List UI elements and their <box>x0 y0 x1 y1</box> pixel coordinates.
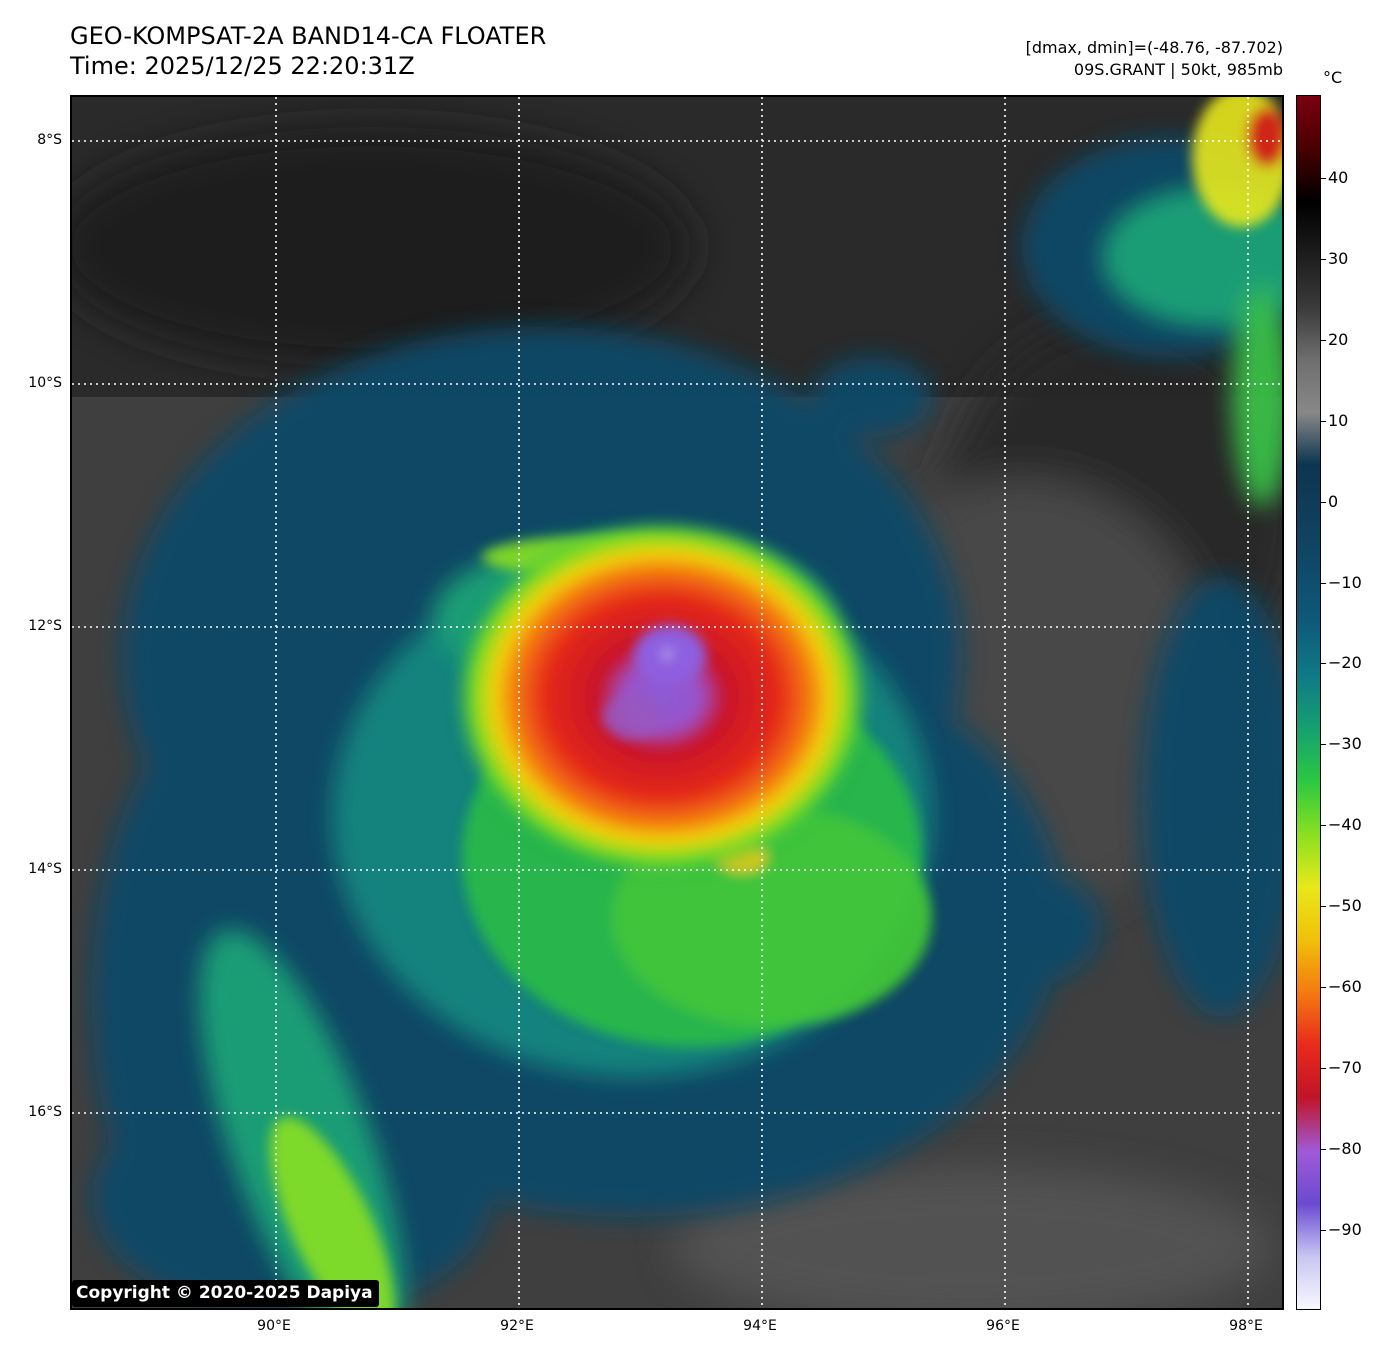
colorbar <box>1296 95 1321 1310</box>
lat-label-16s: 16°S <box>28 1104 62 1120</box>
colorbar-tick-label: 40 <box>1328 168 1349 187</box>
colorbar-tick <box>1321 663 1326 665</box>
lat-label-8s: 8°S <box>37 132 62 148</box>
colorbar-tick-label: −50 <box>1328 896 1362 916</box>
colorbar-tick <box>1321 582 1326 584</box>
colorbar-tick-label: −90 <box>1328 1219 1362 1239</box>
colorbar-tick <box>1321 987 1326 988</box>
colorbar-tick <box>1321 1067 1326 1069</box>
data-range-info: [dmax, dmin]=(-48.76, -87.702) <box>1025 38 1283 57</box>
colorbar-tick-label: −70 <box>1328 1057 1362 1077</box>
colorbar-tick <box>1321 744 1326 746</box>
colorbar-unit: °C <box>1323 68 1343 87</box>
colorbar-tick <box>1321 825 1326 827</box>
lat-label-14s: 14°S <box>28 861 62 877</box>
colorbar-tick-label: −40 <box>1328 815 1362 835</box>
colorbar-tick <box>1321 501 1326 503</box>
colorbar-tick <box>1321 178 1326 179</box>
lat-label-12s: 12°S <box>28 618 62 634</box>
storm-info: 09S.GRANT | 50kt, 985mb <box>1073 60 1283 79</box>
lon-label-96e: 96°E <box>986 1318 1020 1334</box>
lon-label-90e: 90°E <box>257 1318 291 1334</box>
lon-label-94e: 94°E <box>743 1318 777 1334</box>
timestamp: Time: 2025/12/25 22:20:31Z <box>70 52 415 80</box>
colorbar-tick <box>1321 1229 1326 1231</box>
chart-title: GEO-KOMPSAT-2A BAND14-CA FLOATER <box>70 22 547 50</box>
lon-label-92e: 92°E <box>500 1318 534 1334</box>
satellite-map <box>70 95 1284 1310</box>
colorbar-tick <box>1321 1148 1326 1150</box>
colorbar-tick-label: 30 <box>1328 248 1349 268</box>
colorbar-tick <box>1321 906 1326 908</box>
colorbar-tick <box>1321 420 1326 422</box>
colorbar-tick-label: 10 <box>1328 410 1349 430</box>
lon-label-98e: 98°E <box>1229 1318 1263 1334</box>
colorbar-tick-label: 20 <box>1328 329 1349 349</box>
colorbar-tick <box>1321 339 1326 341</box>
copyright-label: Copyright © 2020-2025 Dapiya <box>72 1280 379 1307</box>
colorbar-tick <box>1321 258 1326 260</box>
colorbar-tick-label: −80 <box>1328 1138 1362 1158</box>
lat-label-10s: 10°S <box>28 375 62 391</box>
colorbar-tick-label: 0 <box>1328 491 1339 511</box>
colorbar-tick-label: −20 <box>1328 653 1362 673</box>
ir-imagery <box>72 97 1282 1308</box>
colorbar-tick-label: −30 <box>1328 734 1362 754</box>
colorbar-tick-label: −60 <box>1328 977 1362 996</box>
colorbar-tick-label: −10 <box>1328 572 1362 592</box>
